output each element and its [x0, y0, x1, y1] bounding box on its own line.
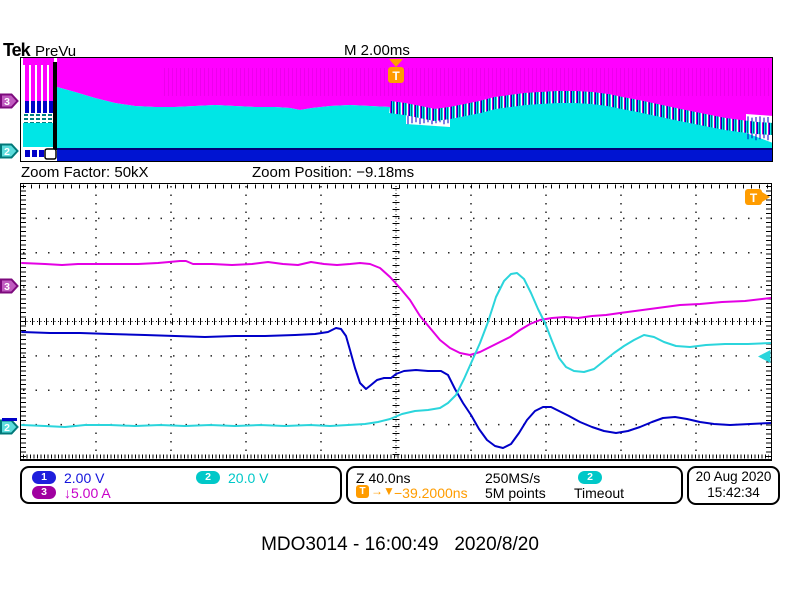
- ch1-scale-value: 2.00 V: [64, 470, 105, 486]
- tek-logo: Tek: [3, 40, 31, 60]
- date-readout: 20 Aug 2020: [695, 469, 772, 484]
- svg-text:3: 3: [4, 281, 10, 293]
- ch3-position-marker-main: 3: [0, 278, 19, 294]
- svg-text:2: 2: [4, 146, 10, 158]
- zoom-waveform-plot: [21, 184, 771, 459]
- trigger-time-marker-main: T: [745, 189, 770, 205]
- sample-rate-readout: 250MS/s: [485, 470, 541, 486]
- graticule: [21, 184, 771, 459]
- ch3-position-marker-overview: 3: [0, 93, 19, 109]
- ch2-badge: 2: [196, 471, 220, 484]
- timebase-label: M 2.00ms: [344, 42, 410, 59]
- overview-blue-band: [57, 148, 772, 161]
- zoom-position-label: Zoom Position: −9.18ms: [252, 164, 415, 181]
- trigger-source-badge: 2: [578, 471, 602, 484]
- overview-waveform-plot: [21, 58, 772, 161]
- ch3-badge: 3: [32, 486, 56, 499]
- svg-text:2: 2: [4, 422, 10, 434]
- svg-text:3: 3: [4, 96, 10, 108]
- trigger-position-marker-overview: T: [388, 59, 404, 83]
- ch2-trace: [21, 272, 771, 428]
- time-readout: 15:42:34: [707, 485, 760, 500]
- zoom-waveform-panel: [20, 183, 772, 461]
- zoom-scale-readout: Z 40.0ns: [356, 470, 411, 486]
- overview-burst-region: [21, 58, 55, 160]
- svg-text:T: T: [750, 191, 758, 205]
- channel-readout-box: 1 2.00 V 2 20.0 V 3 ↓5.00 A: [20, 466, 342, 504]
- overview-hatch-band: [389, 91, 772, 135]
- ch2-position-marker-overview: 2: [0, 143, 19, 159]
- acquisition-readout-box: Z 40.0ns 250MS/s 2 T →▼ −39.2000ns 5M po…: [346, 466, 683, 504]
- screenshot-caption: MDO3014 - 16:00:49 2020/8/20: [261, 534, 539, 555]
- trigger-t-glyph: T: [392, 69, 400, 83]
- ch3-scale-value: ↓5.00 A: [64, 485, 111, 501]
- ch1-position-dash: [2, 418, 17, 421]
- overview-waveform-panel: [20, 57, 773, 162]
- ch2-position-marker-main: 2: [0, 419, 19, 435]
- ch3-trace: [21, 260, 771, 356]
- zoom-window-bar: [53, 62, 57, 150]
- ch1-trace: [21, 327, 771, 449]
- trigger-arrow-icon: →▼: [371, 484, 395, 498]
- ch2-scale-value: 20.0 V: [228, 470, 269, 486]
- trigger-t-badge: T: [356, 485, 369, 498]
- ch1-badge: 1: [32, 471, 56, 484]
- trigger-position-readout: −39.2000ns: [394, 485, 468, 501]
- ch2-right-edge-arrow: [758, 350, 771, 363]
- trigger-mode-readout: Timeout: [574, 485, 625, 501]
- zoom-factor-label: Zoom Factor: 50kX: [21, 164, 149, 181]
- datetime-box: 20 Aug 2020 15:42:34: [687, 466, 780, 505]
- zoom-window-bracket: [44, 148, 57, 160]
- acquisition-mode-label: PreVu: [35, 43, 77, 60]
- record-length-readout: 5M points: [485, 485, 546, 501]
